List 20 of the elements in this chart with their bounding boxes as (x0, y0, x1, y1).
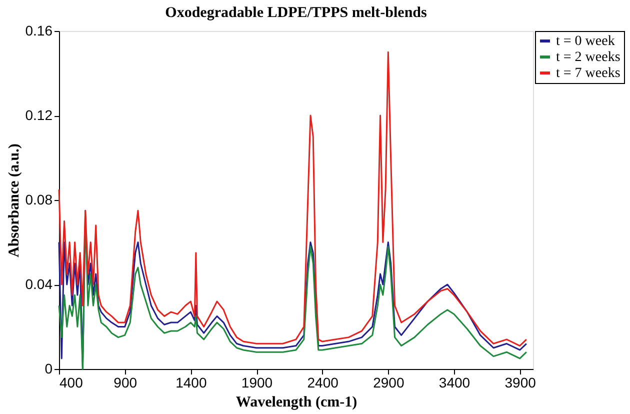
x-axis-title: Wavelength (cm-1) (236, 394, 358, 410)
y-tick-label: 0.12 (25, 107, 53, 123)
y-tick-label: 0.04 (25, 276, 53, 292)
legend-label: t = 7 weeks (556, 66, 620, 81)
x-tick-label: 1400 (176, 374, 207, 390)
x-tick-label: 900 (114, 374, 138, 390)
x-tick-label: 3900 (504, 374, 536, 390)
y-axis-title: Absorbance (a.u.) (6, 144, 22, 258)
line-series (58, 51, 528, 347)
x-tick-label: 2900 (373, 374, 404, 390)
y-tick-label: 0.08 (25, 192, 53, 208)
legend-label: t = 0 week (556, 34, 615, 49)
x-tick-label: 3400 (438, 374, 470, 390)
y-tick-label: 0.16 (25, 22, 53, 38)
x-tick-label: 2400 (307, 374, 339, 390)
x-tick-label: 400 (60, 374, 84, 390)
x-tick-label: 1900 (241, 374, 273, 390)
chart-title: Oxodegradable LDPE/TPPS melt-blends (165, 5, 427, 21)
legend-label: t = 2 weeks (556, 50, 620, 65)
y-tick-label: 0 (44, 360, 53, 376)
